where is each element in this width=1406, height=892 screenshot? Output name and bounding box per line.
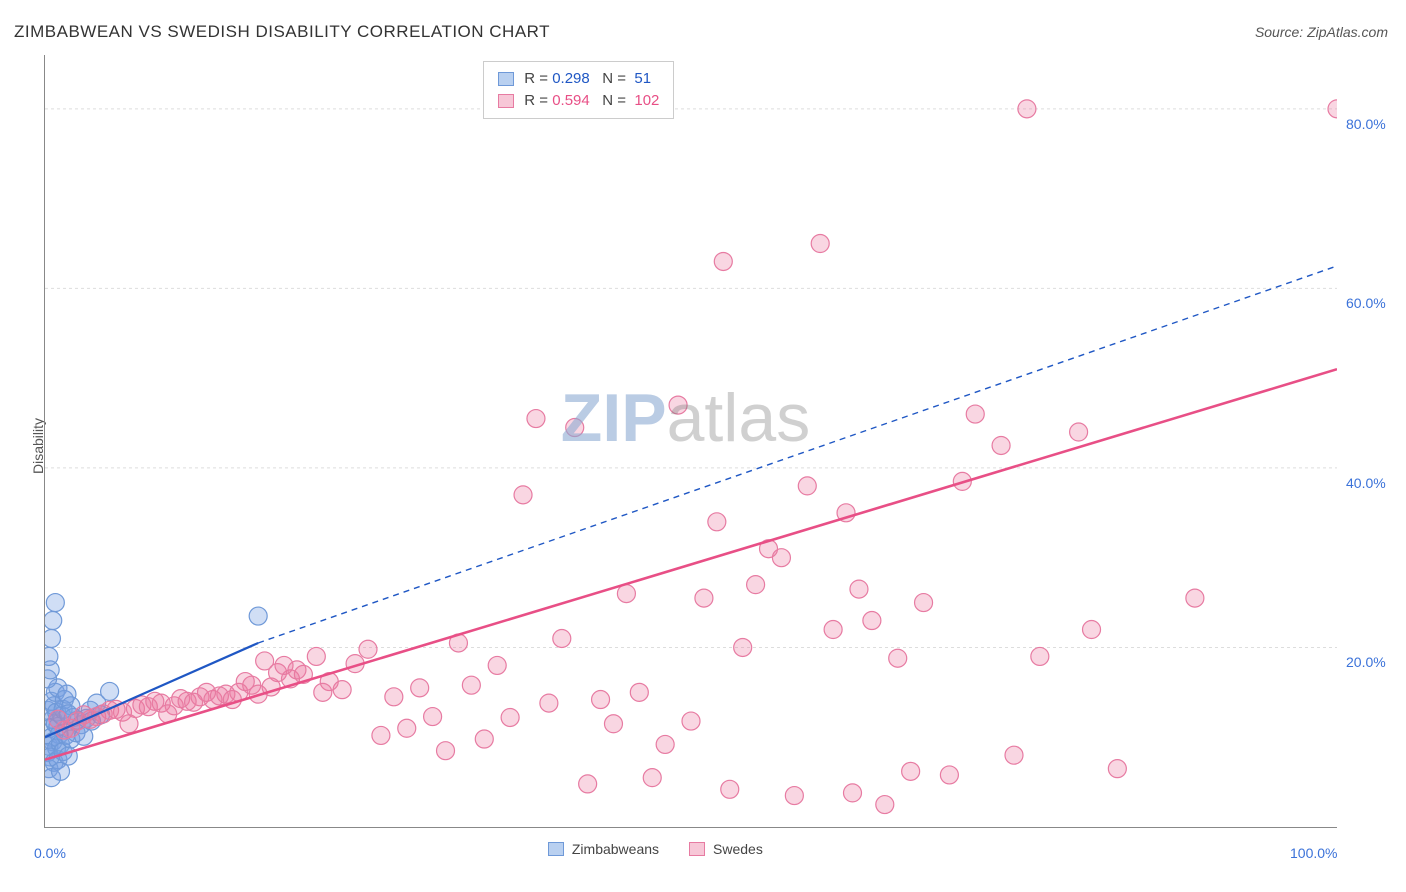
data-point (424, 708, 442, 726)
trend-line (45, 369, 1337, 759)
data-point (785, 787, 803, 805)
data-point (772, 549, 790, 567)
y-tick-label: 60.0% (1346, 295, 1386, 311)
data-point (824, 621, 842, 639)
legend-swatch (548, 842, 564, 856)
data-point (488, 656, 506, 674)
data-point (617, 585, 635, 603)
data-point (656, 735, 674, 753)
chart-title: ZIMBABWEAN VS SWEDISH DISABILITY CORRELA… (14, 22, 550, 42)
data-point (992, 436, 1010, 454)
data-point (695, 589, 713, 607)
y-tick-label: 20.0% (1346, 654, 1386, 670)
data-point (1083, 621, 1101, 639)
data-point (798, 477, 816, 495)
scatter-plot (44, 55, 1337, 828)
legend-swatch (498, 72, 514, 86)
x-tick-label-end: 100.0% (1290, 845, 1337, 861)
data-point (734, 638, 752, 656)
data-point (643, 769, 661, 787)
data-point (385, 688, 403, 706)
data-point (462, 676, 480, 694)
legend-swatch (498, 94, 514, 108)
data-point (44, 647, 58, 665)
data-point (630, 683, 648, 701)
data-point (889, 649, 907, 667)
data-point (1108, 760, 1126, 778)
data-point (669, 396, 687, 414)
series-legend-item: Swedes (689, 841, 763, 857)
data-point (1328, 100, 1337, 118)
legend-swatch (689, 842, 705, 856)
series-legend-label: Swedes (713, 841, 763, 857)
y-tick-label: 40.0% (1346, 475, 1386, 491)
data-point (249, 607, 267, 625)
source-attribution: Source: ZipAtlas.com (1255, 24, 1388, 40)
data-point (44, 629, 60, 647)
data-point (940, 766, 958, 784)
data-point (333, 681, 351, 699)
data-point (411, 679, 429, 697)
data-point (811, 235, 829, 253)
source-name: ZipAtlas.com (1307, 24, 1388, 40)
data-point (708, 513, 726, 531)
data-point (902, 762, 920, 780)
data-point (579, 775, 597, 793)
data-point (876, 796, 894, 814)
data-point (540, 694, 558, 712)
correlation-legend-row: R = 0.298 N = 51 (498, 68, 659, 90)
data-point (1070, 423, 1088, 441)
data-point (398, 719, 416, 737)
data-point (1018, 100, 1036, 118)
series-legend-label: Zimbabweans (572, 841, 659, 857)
correlation-stats: R = 0.594 N = 102 (524, 90, 659, 112)
data-point (101, 682, 119, 700)
data-point (501, 708, 519, 726)
data-point (1031, 647, 1049, 665)
data-point (44, 612, 62, 630)
correlation-legend-row: R = 0.594 N = 102 (498, 90, 659, 112)
x-tick-label-start: 0.0% (34, 845, 66, 861)
correlation-legend: R = 0.298 N = 51R = 0.594 N = 102 (483, 61, 674, 119)
data-point (682, 712, 700, 730)
data-point (514, 486, 532, 504)
data-point (1186, 589, 1204, 607)
data-point (844, 784, 862, 802)
chart-container: ZIMBABWEAN VS SWEDISH DISABILITY CORRELA… (0, 0, 1406, 892)
series-legend: Zimbabweans Swedes (548, 841, 763, 857)
data-point (359, 640, 377, 658)
data-point (592, 691, 610, 709)
data-point (966, 405, 984, 423)
data-point (437, 742, 455, 760)
data-point (604, 715, 622, 733)
series-legend-item: Zimbabweans (548, 841, 659, 857)
data-point (120, 715, 138, 733)
correlation-stats: R = 0.298 N = 51 (524, 68, 651, 90)
data-point (46, 594, 64, 612)
trend-line-extension (258, 266, 1337, 643)
data-point (288, 661, 306, 679)
data-point (527, 410, 545, 428)
data-point (863, 612, 881, 630)
data-point (566, 419, 584, 437)
data-point (714, 252, 732, 270)
data-point (307, 647, 325, 665)
y-tick-label: 80.0% (1346, 116, 1386, 132)
data-point (475, 730, 493, 748)
source-prefix: Source: (1255, 24, 1307, 40)
data-point (915, 594, 933, 612)
data-point (721, 780, 739, 798)
data-point (850, 580, 868, 598)
data-point (314, 683, 332, 701)
data-point (1005, 746, 1023, 764)
data-point (747, 576, 765, 594)
data-point (553, 629, 571, 647)
data-point (372, 726, 390, 744)
